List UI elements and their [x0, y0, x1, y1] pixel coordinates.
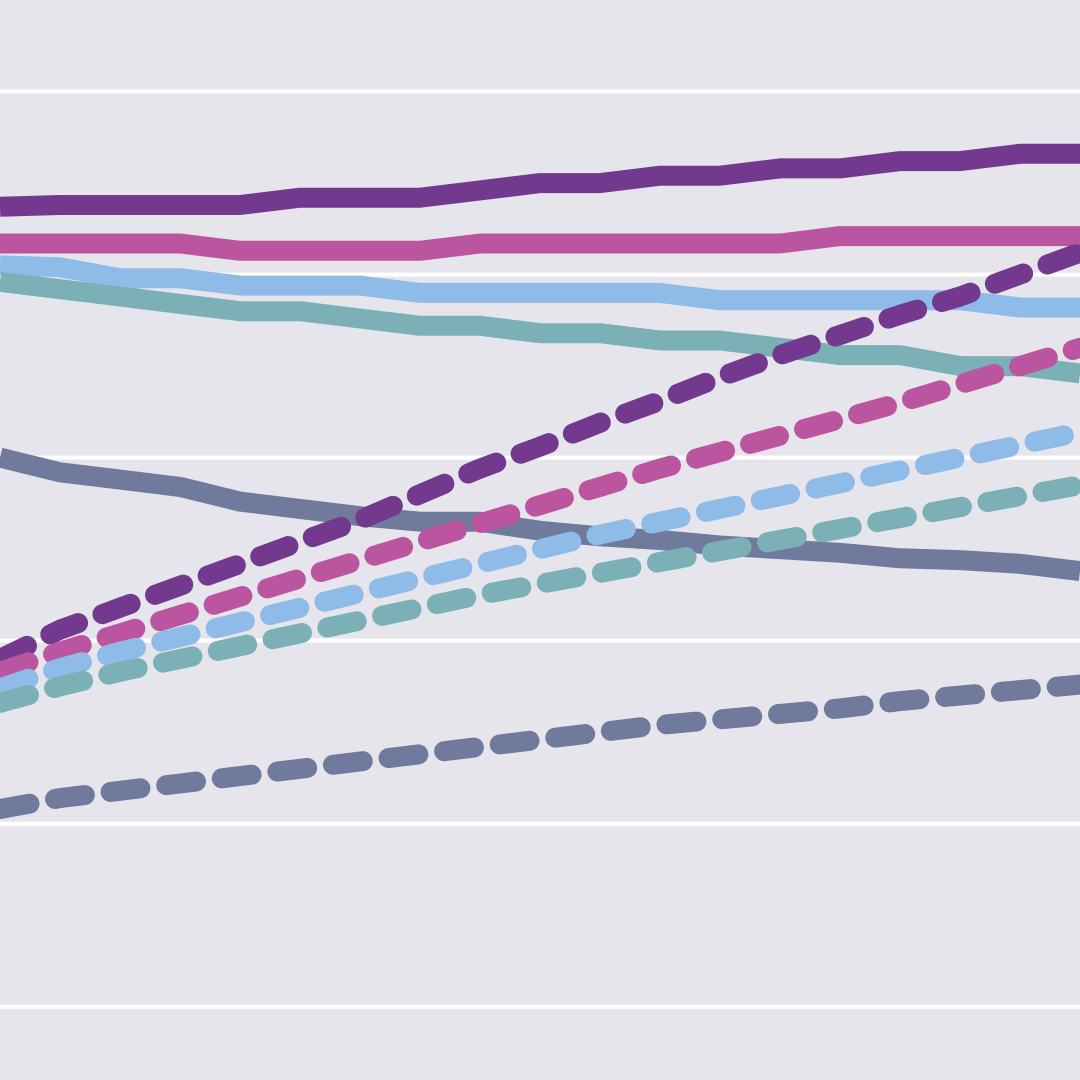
series-line-7-dashed: [0, 337, 1080, 682]
series-line-2-solid: [0, 226, 1080, 261]
series-line-10-dashed: [0, 674, 1080, 820]
series-line-5-solid: [0, 447, 1080, 582]
series-line-1-solid: [0, 143, 1080, 217]
series-lines: [0, 143, 1080, 820]
series-line-4-solid: [0, 271, 1080, 384]
series-line-9-dashed: [0, 475, 1080, 713]
series-line-3-solid: [0, 255, 1080, 318]
series-line-8-dashed: [0, 422, 1080, 699]
series-line-6-dashed: [0, 242, 1080, 669]
